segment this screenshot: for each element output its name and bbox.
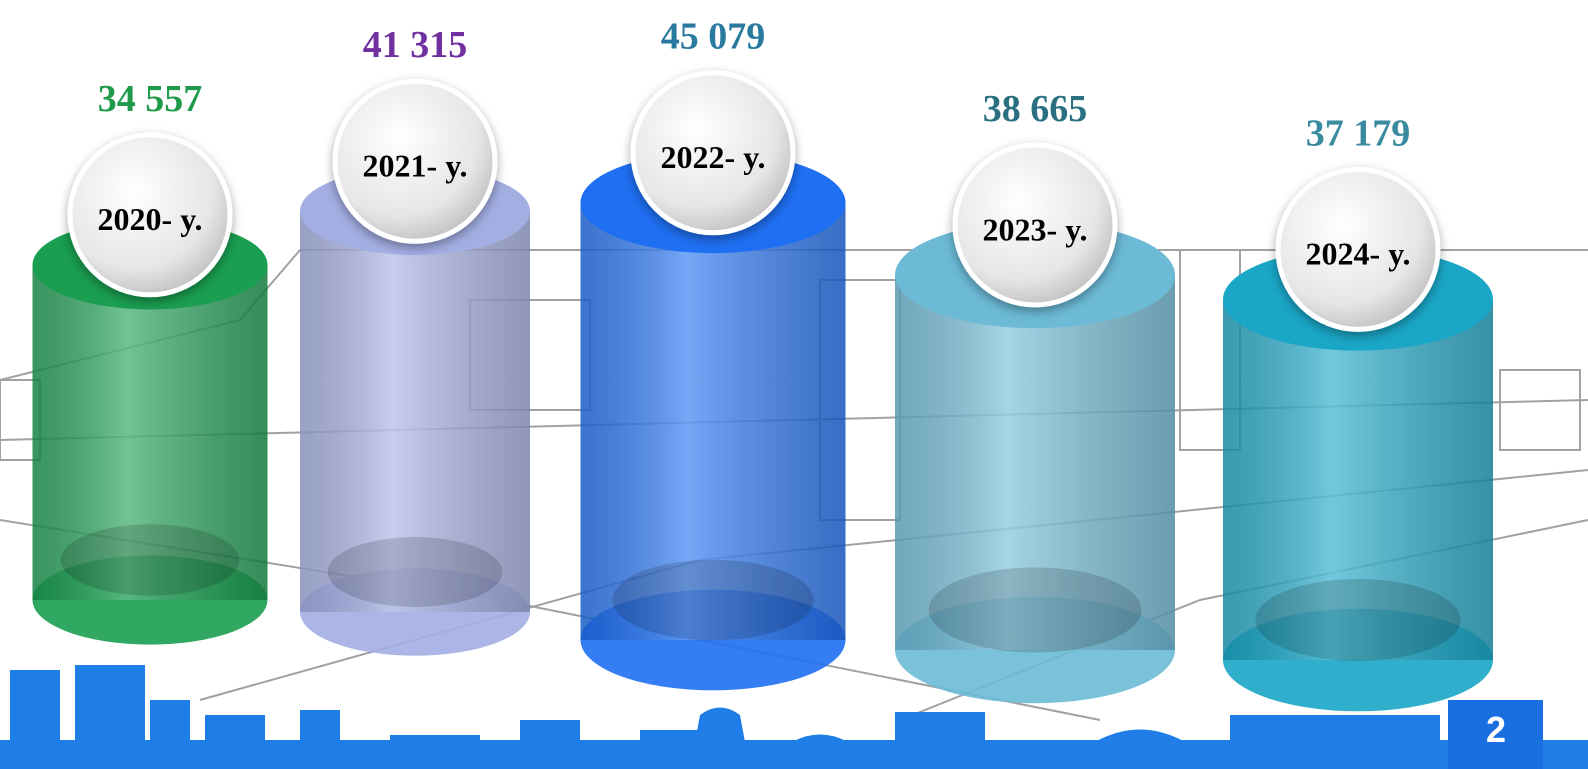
cylinder-shadow: [327, 537, 503, 607]
year-badge: [952, 142, 1118, 308]
cylinder-shine: [895, 274, 1175, 650]
value-label: 41 315: [363, 24, 468, 66]
cylinder-shine: [300, 211, 530, 612]
cylinder-shine: [580, 202, 846, 640]
cylinder-shadow: [612, 559, 814, 641]
value-label: 37 179: [1306, 112, 1411, 154]
bars: 2020- y. 34 557 2021- y. 41 315 2022- y. 45 0…: [32, 16, 1493, 712]
cylinder-shine: [1223, 299, 1493, 660]
value-label: 45 079: [661, 16, 766, 58]
year-badge: [1275, 166, 1441, 332]
cylinder-shadow: [928, 567, 1142, 653]
category-label: 2023- y.: [983, 211, 1088, 247]
page-number: 2: [1486, 709, 1506, 750]
category-label: 2024- y.: [1306, 236, 1411, 272]
year-badge: [67, 132, 233, 298]
category-label: 2022- y.: [661, 139, 766, 175]
value-label: 38 665: [983, 88, 1088, 130]
year-badge: [630, 70, 796, 236]
category-label: 2021- y.: [363, 148, 468, 184]
cylinder-shadow: [1255, 578, 1461, 662]
cylinder-shadow: [60, 524, 240, 596]
value-label: 34 557: [98, 78, 203, 120]
skyline: [0, 665, 1588, 769]
category-label: 2020- y.: [98, 201, 203, 237]
year-badge: [332, 78, 498, 244]
cylinder-shine: [32, 264, 268, 600]
